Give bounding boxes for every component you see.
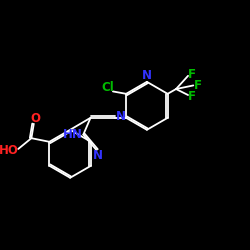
Text: HN: HN (63, 128, 83, 141)
Text: Cl: Cl (101, 80, 114, 94)
Text: N: N (116, 110, 126, 123)
Text: F: F (188, 90, 196, 103)
Text: N: N (142, 69, 152, 82)
Text: N: N (93, 149, 103, 162)
Text: F: F (188, 68, 196, 81)
Text: F: F (194, 79, 202, 92)
Text: O: O (30, 112, 40, 125)
Text: HO: HO (0, 144, 19, 158)
